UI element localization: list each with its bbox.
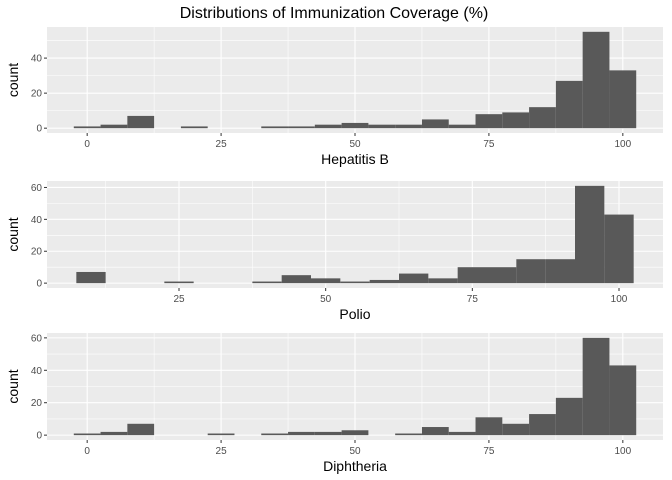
histogram-bar xyxy=(582,337,610,436)
histogram-bar xyxy=(180,126,208,129)
y-tick-label: 20 xyxy=(31,398,43,409)
histogram-bar xyxy=(368,124,396,129)
histogram-bar xyxy=(288,126,315,129)
histogram-bar xyxy=(311,278,341,284)
histogram-bar xyxy=(428,278,458,284)
y-tick-label: 60 xyxy=(31,333,43,344)
hepatitis-b-histogram: 0 25 50 75 100 0 20 40 Hepatitis B count xyxy=(5,27,663,167)
histogram-bar xyxy=(529,107,556,129)
histogram-bar xyxy=(529,414,556,436)
histogram-bar xyxy=(516,259,546,284)
histogram-bar xyxy=(609,70,637,129)
x-axis-title: Polio xyxy=(339,306,370,322)
y-tick-label: 0 xyxy=(36,124,42,135)
histogram-bar xyxy=(502,112,530,129)
x-tick-label: 100 xyxy=(611,294,628,305)
histogram-bar xyxy=(314,124,342,129)
histogram-bar xyxy=(73,433,101,436)
histogram-bar xyxy=(502,423,530,436)
histogram-bar xyxy=(555,80,583,129)
histogram-bar xyxy=(582,31,610,129)
diphtheria-histogram: 0 25 50 75 100 0 20 40 60 Diphtheria count xyxy=(5,333,663,474)
histogram-bar xyxy=(341,430,369,436)
histogram-bar xyxy=(555,397,583,436)
y-tick-label: 40 xyxy=(31,54,43,65)
x-tick-label: 50 xyxy=(349,446,361,457)
histogram-bar xyxy=(127,115,155,129)
histogram-bar xyxy=(340,281,370,284)
x-tick-label: 25 xyxy=(216,139,228,150)
x-tick-label: 0 xyxy=(84,446,90,457)
x-tick-label: 100 xyxy=(614,139,631,150)
histogram-bar xyxy=(604,214,634,284)
histogram-bar xyxy=(127,423,155,436)
y-tick-label: 40 xyxy=(31,366,43,377)
x-tick-label: 25 xyxy=(216,446,228,457)
y-axis-title: count xyxy=(5,217,21,251)
histogram-bar xyxy=(261,433,289,436)
histogram-bar xyxy=(100,431,128,436)
y-tick-label: 0 xyxy=(36,279,42,290)
histogram-bar xyxy=(281,275,311,284)
histogram-bar xyxy=(288,431,315,436)
histogram-bar xyxy=(341,122,369,129)
x-tick-label: 50 xyxy=(320,294,332,305)
histogram-bar xyxy=(475,417,503,436)
histogram-bar xyxy=(369,279,399,284)
x-axis-title: Hepatitis B xyxy=(321,151,389,167)
histogram-bar xyxy=(252,281,282,284)
histogram-bar xyxy=(575,185,605,284)
x-axis-title: Diphtheria xyxy=(323,458,387,474)
x-tick-label: 75 xyxy=(467,294,479,305)
y-tick-label: 0 xyxy=(36,431,42,442)
y-tick-label: 60 xyxy=(31,183,43,194)
histogram-bar xyxy=(545,259,575,284)
histogram-bar xyxy=(395,433,422,436)
histogram-bar xyxy=(421,427,449,436)
x-tick-label: 75 xyxy=(483,139,495,150)
histogram-bar xyxy=(207,433,235,436)
x-tick-label: 50 xyxy=(349,139,361,150)
x-tick-label: 25 xyxy=(173,294,185,305)
polio-histogram: 25 50 75 100 0 20 40 60 Polio count xyxy=(5,181,663,322)
x-tick-label: 0 xyxy=(84,139,90,150)
histogram-bar xyxy=(487,267,517,284)
histogram-bar xyxy=(448,124,476,129)
histogram-bar xyxy=(457,267,487,284)
histogram-bar xyxy=(395,124,422,129)
histogram-bar xyxy=(100,124,128,129)
histogram-bar xyxy=(609,365,637,436)
y-axis-title: count xyxy=(5,63,21,97)
histogram-bar xyxy=(421,119,449,129)
histogram-bar xyxy=(164,281,194,284)
y-tick-label: 20 xyxy=(31,247,43,258)
histogram-bar xyxy=(475,114,503,129)
y-tick-label: 40 xyxy=(31,215,43,226)
histogram-bar xyxy=(314,431,342,436)
x-tick-label: 75 xyxy=(483,446,495,457)
chart-title: Distributions of Immunization Coverage (… xyxy=(180,5,489,22)
y-axis-title: count xyxy=(5,369,21,403)
histogram-bar xyxy=(73,126,101,129)
x-tick-label: 100 xyxy=(614,446,631,457)
histogram-bar xyxy=(261,126,289,129)
histogram-bar xyxy=(448,431,476,436)
histogram-bar xyxy=(76,271,106,284)
y-tick-label: 20 xyxy=(31,89,43,100)
histogram-bar xyxy=(399,273,429,284)
